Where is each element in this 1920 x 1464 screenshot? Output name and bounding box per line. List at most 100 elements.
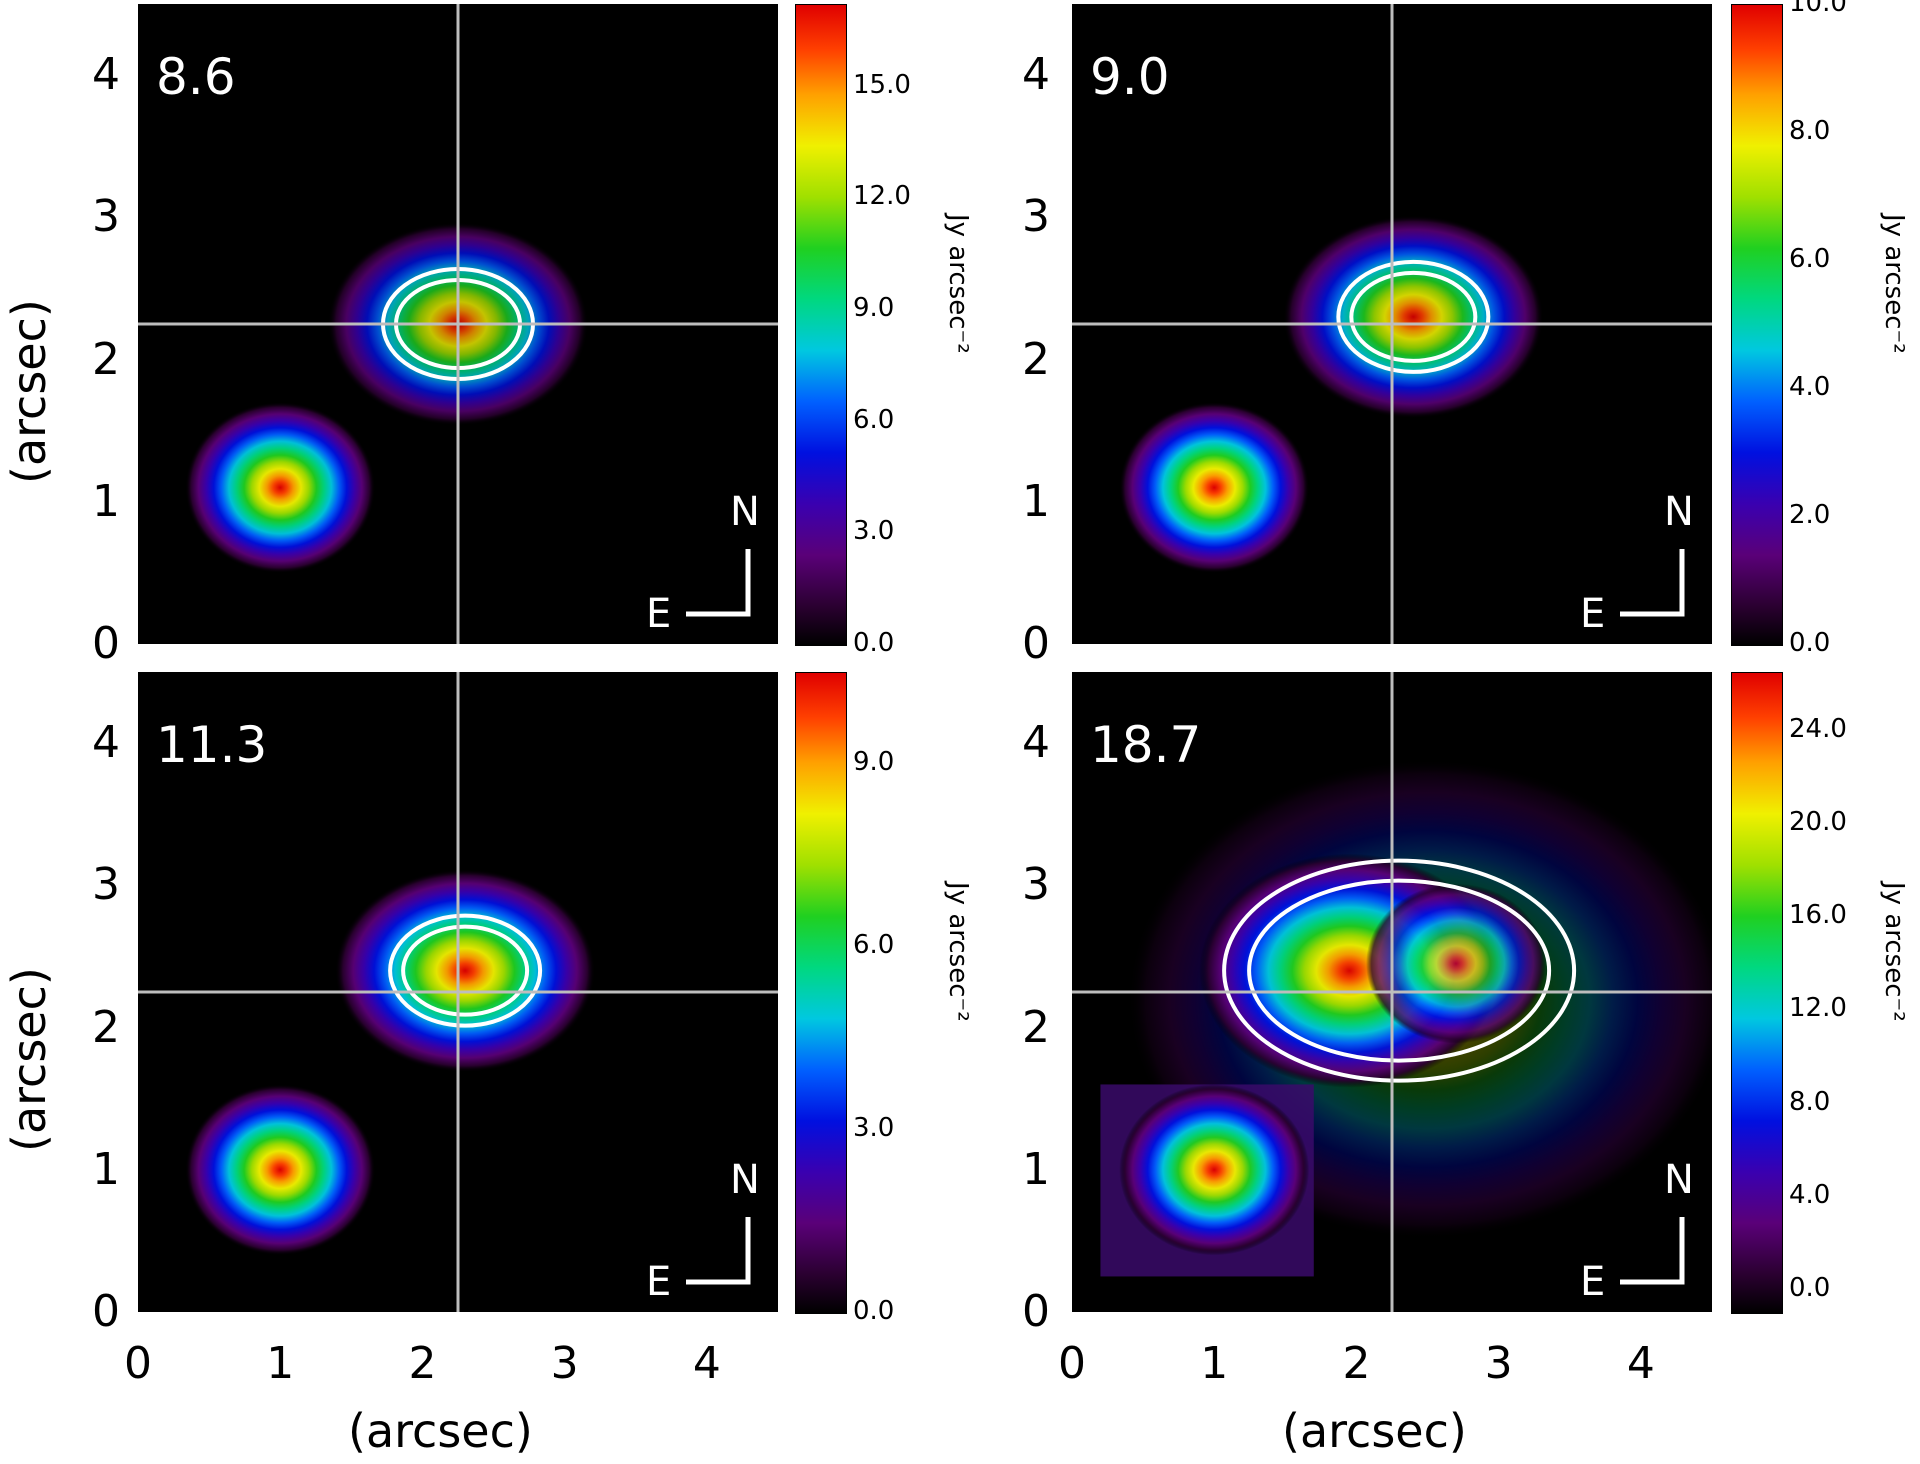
source-blob (185, 402, 376, 574)
colorbar-tick-label: 2.0 (1789, 500, 1831, 530)
image-panel-plot (138, 672, 778, 1312)
source-blob (1119, 402, 1310, 574)
y-tick-label: 3 (92, 191, 120, 243)
panel-wavelength-label: 18.7 (1090, 716, 1202, 774)
x-tick-label: 1 (1200, 1338, 1229, 1389)
colorbar (1731, 672, 1783, 1314)
colorbar-tick-label: 16.0 (1789, 900, 1847, 931)
colorbar-tick-label: 8.0 (1789, 116, 1831, 146)
contour-line (388, 913, 543, 1028)
x-tick-label: 2 (408, 1338, 437, 1389)
x-tick-label: 4 (1626, 1338, 1655, 1389)
colorbar-tick-label: 20.0 (1789, 807, 1847, 838)
y-tick-label: 1 (1022, 475, 1050, 527)
y-tick-label: 3 (1022, 191, 1050, 243)
y-tick-label: 3 (1022, 859, 1050, 911)
compass-arrows (1620, 549, 1685, 617)
contour-line (401, 924, 530, 1017)
colorbar (795, 4, 847, 646)
x-axis-title: (arcsec) (348, 1404, 533, 1458)
x-tick-label: 2 (1342, 1338, 1371, 1389)
panel-wavelength-label: 9.0 (1090, 48, 1170, 106)
compass-north-label: N (730, 1157, 760, 1203)
x-tick-label: 3 (1484, 1338, 1513, 1389)
compass-north-label: N (730, 489, 760, 535)
colorbar (1731, 4, 1783, 646)
x-tick-label: 3 (550, 1338, 579, 1389)
colorbar-tick-label: 4.0 (1789, 372, 1831, 402)
source-blob (185, 1084, 376, 1256)
colorbar-tick-label: 0.0 (1789, 628, 1831, 658)
panel-wavelength-label: 11.3 (156, 716, 268, 774)
y-tick-label: 1 (1022, 1143, 1050, 1195)
compass-east-label: E (646, 1259, 672, 1305)
y-axis-title: (arcsec) (2, 299, 56, 484)
colorbar-title: Jy arcsec⁻² (943, 882, 973, 1022)
x-tick-label: 1 (266, 1338, 295, 1389)
source-blob (1119, 1084, 1310, 1256)
colorbar-title: Jy arcsec⁻² (943, 214, 973, 354)
colorbar-tick-label: 6.0 (853, 930, 895, 961)
compass-arrows (1620, 1217, 1685, 1285)
y-tick-label: 1 (92, 475, 120, 527)
colorbar-tick-label: 9.0 (853, 293, 895, 324)
colorbar (795, 672, 847, 1314)
colorbar-tick-label: 3.0 (853, 1113, 895, 1144)
colorbar-tick-label: 24.0 (1789, 714, 1847, 745)
y-tick-label: 2 (92, 1001, 120, 1053)
colorbar-tick-label: 8.0 (1789, 1086, 1831, 1117)
colorbar-tick-label: 4.0 (1789, 1179, 1831, 1210)
compass-north-label: N (1664, 489, 1694, 535)
x-tick-label: 4 (692, 1338, 721, 1389)
x-tick-label: 0 (1058, 1338, 1086, 1389)
y-tick-label: 4 (1022, 717, 1050, 769)
y-tick-label: 2 (1022, 1001, 1050, 1053)
panel-wavelength-label: 8.6 (156, 48, 236, 106)
image-panel-plot (1072, 672, 1712, 1312)
y-tick-label: 1 (92, 1143, 120, 1195)
compass-arrows (686, 1217, 751, 1285)
compass-arrows (686, 549, 751, 617)
x-axis-title: (arcsec) (1282, 1404, 1467, 1458)
y-tick-label: 0 (92, 618, 120, 669)
contour-line (1349, 270, 1478, 363)
y-tick-label: 0 (1022, 618, 1050, 669)
compass-east-label: E (1580, 1259, 1606, 1305)
colorbar-tick-label: 6.0 (853, 404, 895, 435)
contour-line (1247, 878, 1552, 1063)
x-tick-label: 0 (124, 1338, 152, 1389)
y-tick-label: 4 (92, 49, 120, 101)
y-tick-label: 2 (92, 333, 120, 385)
image-panel-3 (138, 672, 778, 1312)
colorbar-title: Jy arcsec⁻² (1879, 882, 1909, 1022)
compass-east-label: E (646, 591, 672, 637)
contour-line (1336, 259, 1491, 374)
y-tick-label: 0 (92, 1286, 120, 1337)
image-panel-2 (1072, 4, 1712, 644)
y-tick-label: 3 (92, 859, 120, 911)
colorbar-tick-label: 12.0 (1789, 993, 1847, 1024)
image-panel-4 (1072, 672, 1712, 1312)
y-tick-label: 4 (92, 717, 120, 769)
y-tick-label: 0 (1022, 1286, 1050, 1337)
colorbar-tick-label: 0.0 (853, 628, 895, 658)
colorbar-tick-label: 12.0 (853, 181, 911, 212)
colorbar-tick-label: 3.0 (853, 516, 895, 547)
y-tick-label: 2 (1022, 333, 1050, 385)
colorbar-tick-label: 9.0 (853, 747, 895, 778)
source-blob (1366, 883, 1546, 1044)
colorbar-tick-label: 10.0 (1789, 0, 1847, 18)
image-panel-plot (138, 4, 778, 644)
source-blob (335, 869, 596, 1073)
colorbar-title: Jy arcsec⁻² (1879, 214, 1909, 354)
compass-east-label: E (1580, 591, 1606, 637)
colorbar-tick-label: 0.0 (1789, 1272, 1831, 1303)
image-panel-plot (1072, 4, 1712, 644)
y-tick-label: 4 (1022, 49, 1050, 101)
colorbar-tick-label: 6.0 (1789, 244, 1831, 274)
image-panel-1 (138, 4, 778, 644)
y-axis-title: (arcsec) (2, 967, 56, 1152)
colorbar-tick-label: 15.0 (853, 69, 911, 100)
colorbar-tick-label: 0.0 (853, 1296, 895, 1326)
